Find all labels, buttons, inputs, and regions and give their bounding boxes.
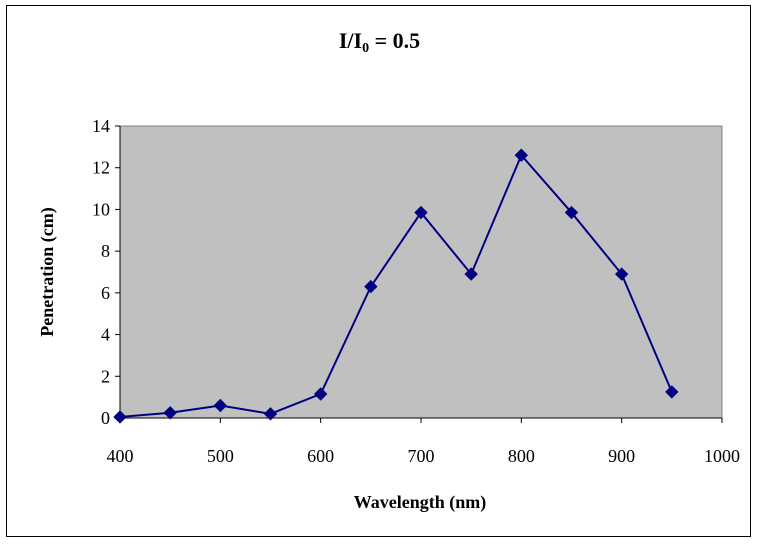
data-point-marker	[113, 410, 127, 424]
data-point-marker	[213, 398, 228, 413]
plot-area	[119, 125, 723, 419]
y-tick-label: 14	[92, 116, 110, 136]
data-point-marker	[564, 205, 579, 220]
data-point-marker	[514, 148, 529, 162]
x-tick-label: 600	[307, 446, 334, 466]
chart-title: I/I0 = 0.5	[338, 28, 421, 56]
x-tick-label: 400	[107, 446, 134, 466]
y-tick-label: 8	[101, 241, 110, 261]
y-tick-label: 2	[101, 366, 110, 386]
data-point-marker	[665, 385, 679, 399]
x-tick-label: 500	[207, 446, 234, 466]
data-point-marker	[313, 387, 328, 401]
x-tick-label: 700	[408, 446, 435, 466]
x-tick-label: 900	[608, 446, 635, 466]
y-tick-label: 6	[101, 283, 110, 303]
y-tick-label: 4	[101, 325, 110, 345]
data-point-marker	[364, 279, 378, 294]
x-tick-label: 1000	[704, 446, 740, 466]
series-line	[119, 153, 673, 418]
series-layer	[113, 148, 679, 424]
y-tick-label: 0	[101, 408, 110, 428]
data-point-marker	[614, 267, 629, 281]
data-point-marker	[414, 205, 428, 220]
x-axis-label: Wavelength (nm)	[354, 492, 487, 513]
data-point-marker	[263, 407, 278, 421]
x-axis: 400 500 600 700 800 900 1000	[107, 417, 740, 466]
x-tick-label: 800	[508, 446, 535, 466]
y-tick-label: 10	[92, 199, 110, 219]
data-point-marker	[464, 267, 478, 281]
y-axis: 0 2 4 6 8 10 12 14	[92, 116, 121, 428]
y-tick-label: 12	[92, 158, 110, 178]
y-axis-label: Penetration (cm)	[37, 207, 58, 336]
data-point-marker	[163, 406, 177, 420]
